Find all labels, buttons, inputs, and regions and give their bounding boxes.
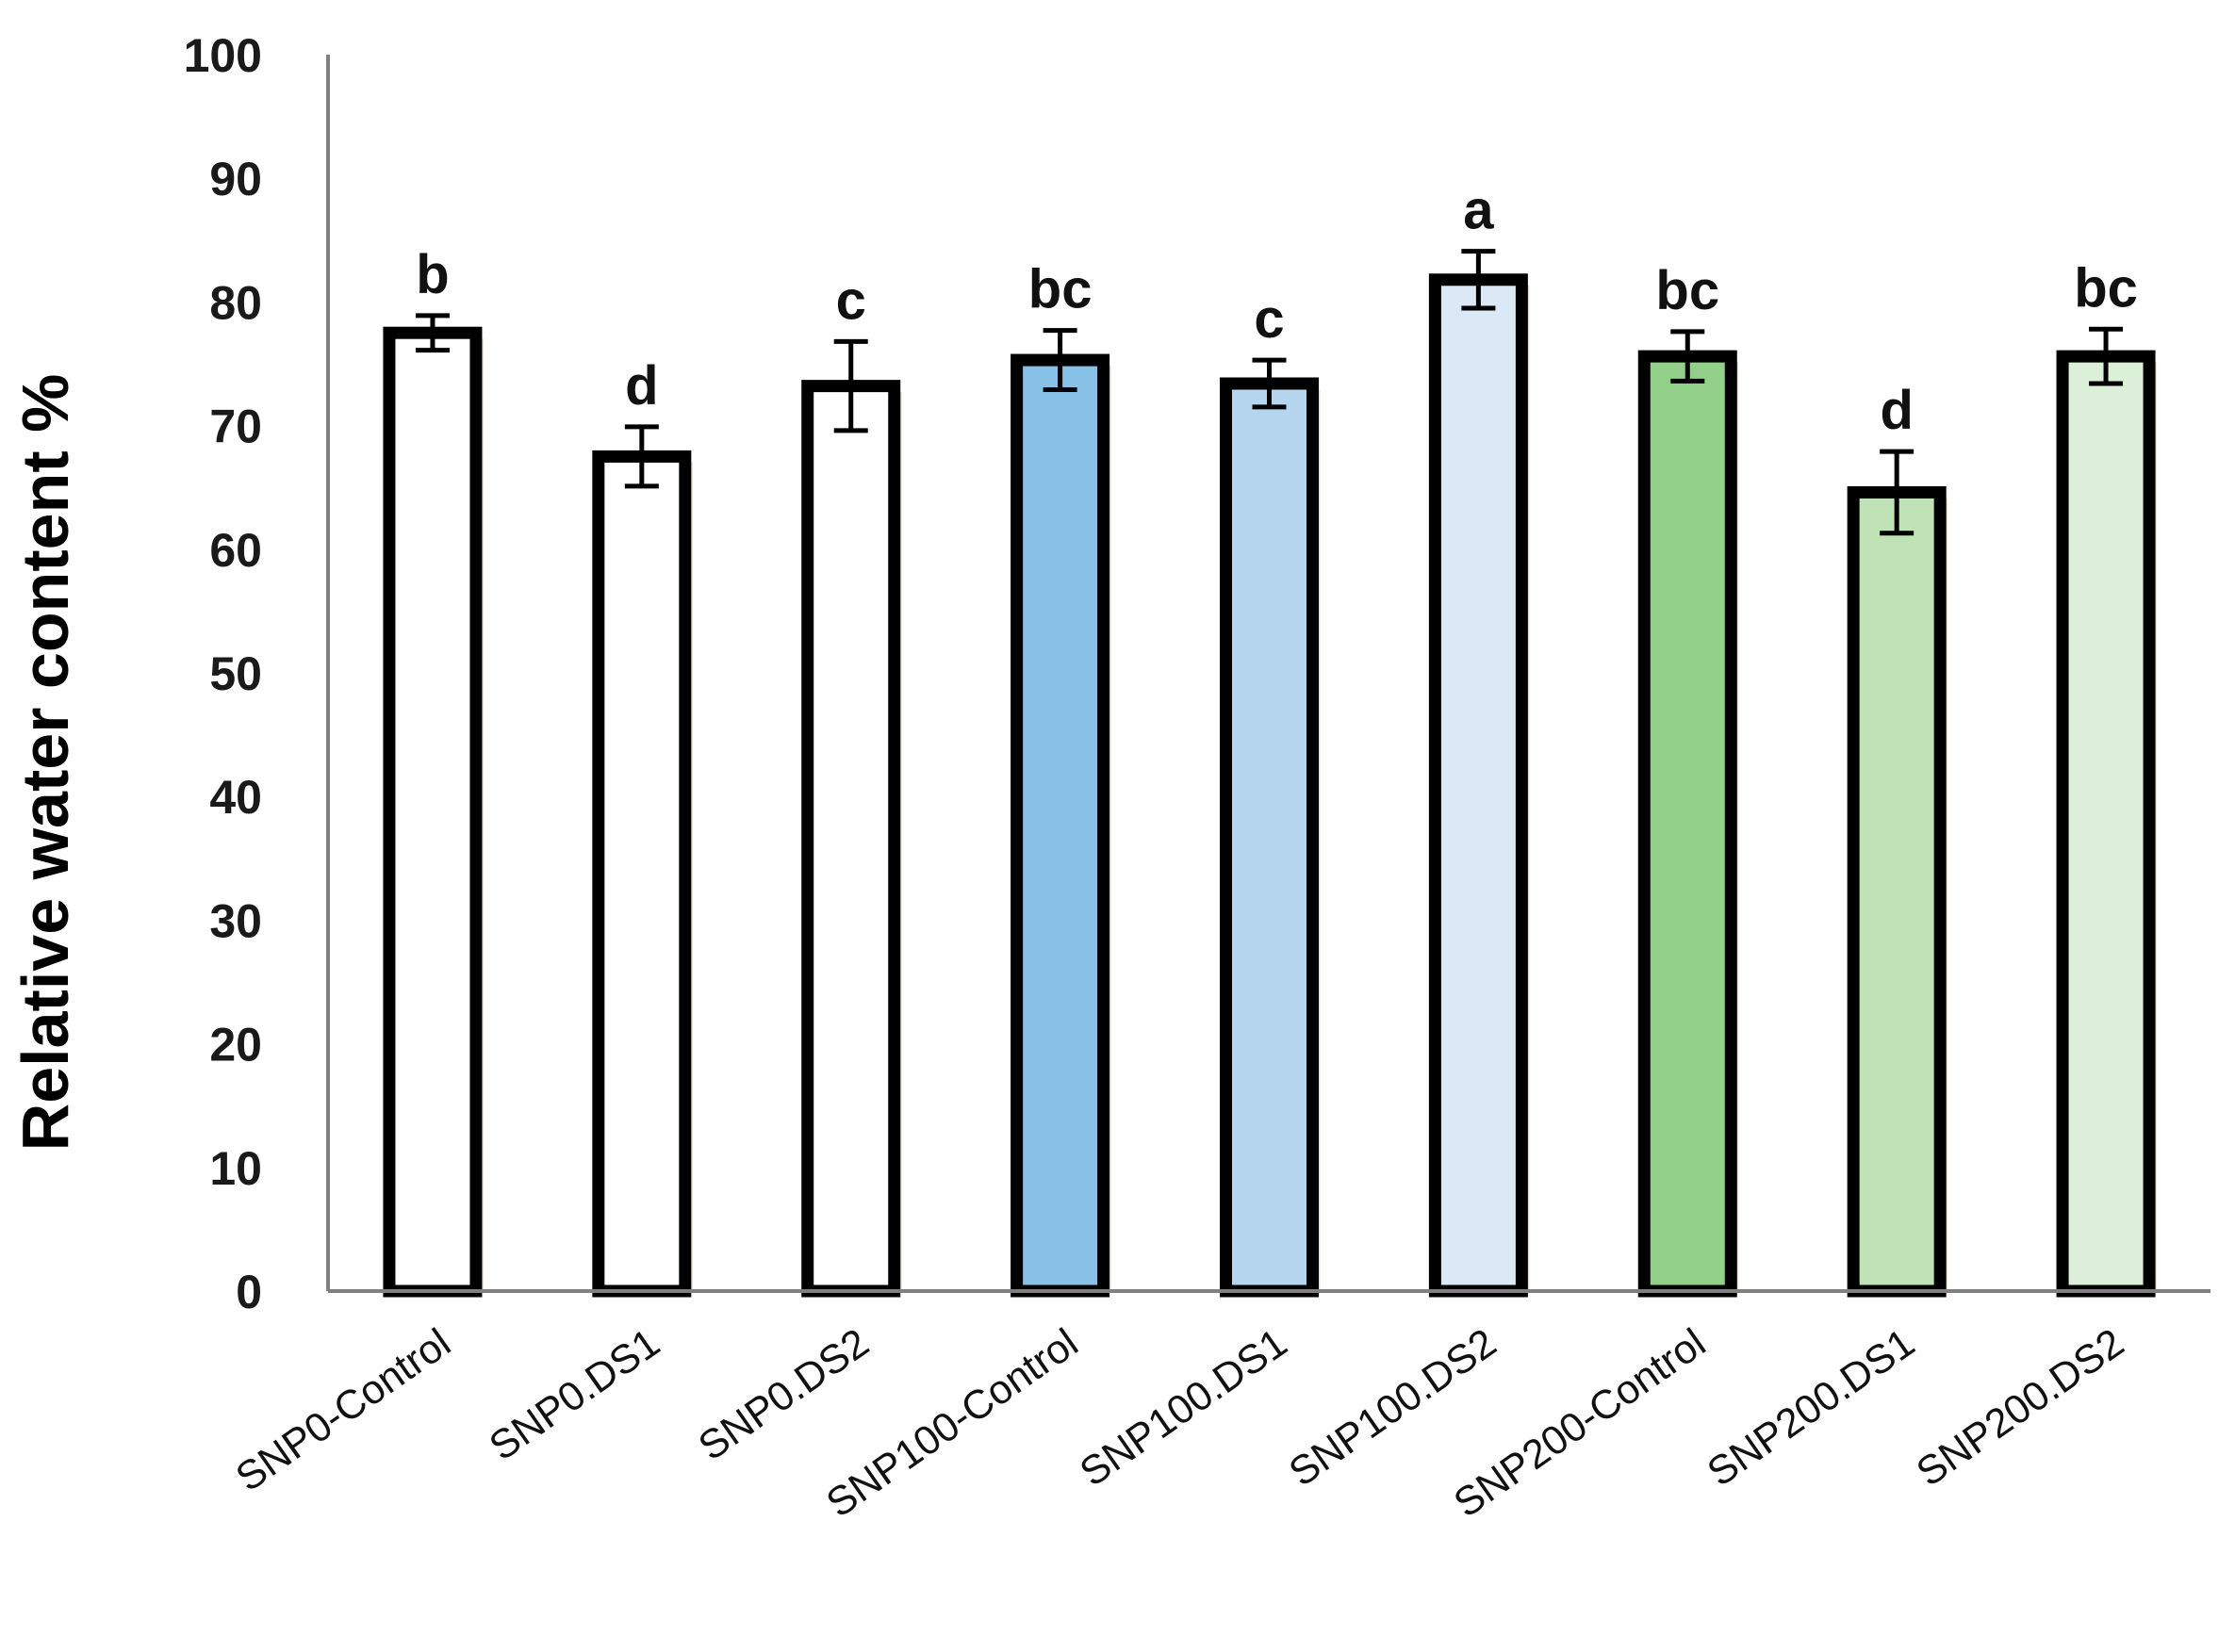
significance-letter: bc [1655,260,1719,321]
x-tick-label: SNP100.DS1 [1072,1320,1295,1496]
y-axis-title: Relative water content % [8,374,82,1152]
bar [1011,353,1110,1298]
y-tick-label: 80 [209,276,262,329]
x-tick-label: SNP0.DS1 [482,1320,668,1470]
bar [2056,350,2156,1298]
significance-letter: a [1463,180,1494,241]
y-tick-label: 40 [209,771,262,824]
significance-letter: c [836,270,866,331]
x-tick-label: SNP0-Control [228,1320,459,1500]
significance-letter: b [416,244,449,305]
y-tick-label: 90 [209,153,262,205]
bar [801,380,901,1298]
significance-letter: d [1880,380,1913,441]
bar [383,326,483,1298]
y-tick-label: 20 [209,1019,262,1071]
x-tick-label: SNP200.DS1 [1700,1320,1923,1496]
bar [1637,350,1737,1298]
y-tick-label: 30 [209,894,262,947]
y-tick-label: 100 [184,29,262,82]
y-tick-label: 50 [209,647,262,700]
bar [1220,377,1319,1298]
bars-layer: b d c bc c a bc d bc [383,180,2158,1298]
x-tick-label: SNP200.DS2 [1909,1320,2132,1496]
x-tick-labels: SNP0-Control SNP0.DS1 SNP0.DS2SNP100-Contr… [228,1320,2132,1527]
significance-letter: c [1254,288,1284,350]
y-tick-labels: 0 10 20 30 40 50 60 70 80 90 100 [184,29,262,1318]
y-tick-label: 10 [209,1142,262,1195]
y-tick-label: 60 [209,524,262,577]
significance-letter: bc [2074,257,2138,319]
axes-layer [326,55,2210,1293]
y-tick-label: 70 [209,401,262,453]
bar [592,450,692,1298]
y-tick-label: 0 [236,1266,262,1318]
x-tick-label: SNP100.DS2 [1281,1320,1504,1496]
x-tick-label: SNP0.DS2 [691,1320,878,1470]
bar [1847,485,1947,1298]
significance-letter: d [625,355,658,417]
bar [1428,273,1528,1298]
significance-letter: bc [1028,259,1093,320]
